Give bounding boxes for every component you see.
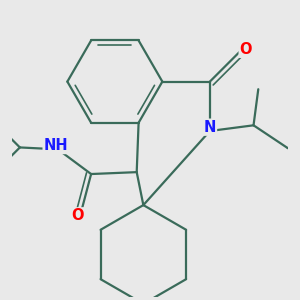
- Text: O: O: [240, 42, 252, 57]
- Text: N: N: [204, 120, 216, 135]
- Text: O: O: [72, 208, 84, 223]
- Text: NH: NH: [44, 138, 68, 153]
